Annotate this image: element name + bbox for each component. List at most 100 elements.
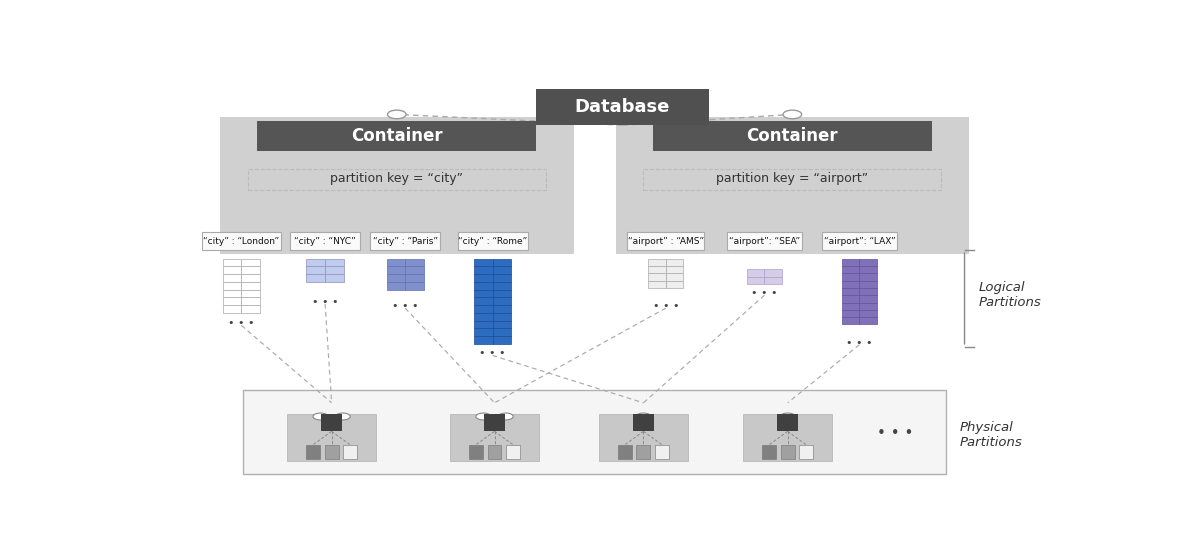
FancyBboxPatch shape bbox=[257, 121, 537, 151]
Bar bbox=[842, 281, 860, 288]
Bar bbox=[492, 305, 512, 313]
Bar bbox=[222, 274, 241, 282]
Bar bbox=[842, 302, 860, 310]
Bar bbox=[222, 290, 241, 297]
Bar bbox=[222, 267, 241, 274]
FancyBboxPatch shape bbox=[450, 414, 539, 461]
Text: “city” : “Rome”: “city” : “Rome” bbox=[458, 237, 527, 246]
Text: Database: Database bbox=[575, 98, 670, 116]
Bar bbox=[800, 445, 813, 458]
Bar bbox=[241, 282, 259, 290]
FancyBboxPatch shape bbox=[599, 414, 688, 461]
Bar bbox=[665, 266, 683, 273]
Bar bbox=[492, 328, 512, 336]
Bar bbox=[781, 445, 795, 458]
Bar bbox=[241, 267, 259, 274]
Bar bbox=[665, 273, 683, 281]
Bar bbox=[842, 317, 860, 324]
Bar bbox=[325, 259, 343, 267]
Text: “city” : “London”: “city” : “London” bbox=[203, 237, 280, 246]
Bar bbox=[617, 445, 632, 458]
Text: • • •: • • • bbox=[392, 301, 418, 311]
Bar bbox=[649, 273, 665, 281]
Bar bbox=[468, 445, 483, 458]
FancyBboxPatch shape bbox=[291, 233, 360, 250]
Bar bbox=[655, 445, 669, 458]
Bar bbox=[649, 281, 665, 288]
Bar bbox=[474, 259, 492, 267]
Bar bbox=[474, 336, 492, 344]
Bar bbox=[860, 295, 877, 302]
FancyBboxPatch shape bbox=[616, 117, 969, 254]
Bar bbox=[241, 290, 259, 297]
Bar bbox=[637, 445, 651, 458]
Bar bbox=[492, 313, 512, 321]
Bar bbox=[241, 259, 259, 267]
FancyBboxPatch shape bbox=[243, 390, 946, 474]
Bar bbox=[842, 288, 860, 295]
Circle shape bbox=[313, 413, 328, 420]
Bar bbox=[763, 445, 776, 458]
Circle shape bbox=[637, 413, 651, 420]
Bar bbox=[387, 259, 405, 267]
Circle shape bbox=[781, 413, 795, 420]
Text: • • •: • • • bbox=[847, 338, 873, 348]
Bar bbox=[492, 336, 512, 344]
Bar bbox=[492, 267, 512, 274]
Text: • • •: • • • bbox=[479, 348, 506, 358]
FancyBboxPatch shape bbox=[728, 233, 802, 250]
Bar bbox=[747, 269, 765, 277]
Bar bbox=[492, 297, 512, 305]
Bar bbox=[860, 288, 877, 295]
Bar bbox=[474, 328, 492, 336]
Bar bbox=[387, 267, 405, 274]
Circle shape bbox=[476, 413, 491, 420]
FancyBboxPatch shape bbox=[287, 414, 376, 461]
Bar bbox=[860, 317, 877, 324]
Text: • • •: • • • bbox=[751, 288, 778, 298]
Text: “city” : “Paris”: “city” : “Paris” bbox=[372, 237, 437, 246]
Bar bbox=[387, 282, 405, 290]
Text: Container: Container bbox=[747, 127, 838, 145]
Bar bbox=[474, 267, 492, 274]
FancyBboxPatch shape bbox=[823, 233, 897, 250]
Bar bbox=[325, 267, 343, 274]
Text: Container: Container bbox=[351, 127, 443, 145]
Bar bbox=[474, 274, 492, 282]
Bar bbox=[842, 259, 860, 266]
FancyBboxPatch shape bbox=[653, 121, 932, 151]
Bar bbox=[665, 281, 683, 288]
Bar bbox=[649, 266, 665, 273]
Bar bbox=[649, 259, 665, 266]
Bar bbox=[860, 266, 877, 273]
Bar bbox=[324, 445, 339, 458]
Text: • • •: • • • bbox=[228, 318, 255, 328]
Text: • • •: • • • bbox=[877, 427, 913, 441]
Bar bbox=[306, 445, 319, 458]
FancyBboxPatch shape bbox=[743, 414, 832, 461]
Bar bbox=[860, 273, 877, 281]
Bar bbox=[474, 305, 492, 313]
Bar bbox=[306, 274, 325, 282]
Circle shape bbox=[335, 413, 351, 420]
Bar bbox=[325, 274, 343, 282]
Circle shape bbox=[388, 110, 406, 119]
Bar bbox=[474, 313, 492, 321]
Bar bbox=[222, 282, 241, 290]
Bar bbox=[860, 310, 877, 317]
Bar bbox=[765, 277, 782, 284]
Text: “city” : “NYC”: “city” : “NYC” bbox=[294, 237, 355, 246]
Bar bbox=[405, 267, 424, 274]
Text: “airport”: “LAX”: “airport”: “LAX” bbox=[824, 237, 895, 246]
Text: partition key = “airport”: partition key = “airport” bbox=[716, 173, 868, 186]
Text: “airport” : “AMS”: “airport” : “AMS” bbox=[628, 237, 704, 246]
Bar bbox=[492, 259, 512, 267]
Bar bbox=[492, 290, 512, 297]
Circle shape bbox=[783, 110, 802, 119]
Bar bbox=[474, 282, 492, 290]
Bar bbox=[306, 259, 325, 267]
Bar bbox=[474, 297, 492, 305]
Bar bbox=[492, 274, 512, 282]
Bar bbox=[633, 414, 653, 432]
Bar bbox=[222, 259, 241, 267]
